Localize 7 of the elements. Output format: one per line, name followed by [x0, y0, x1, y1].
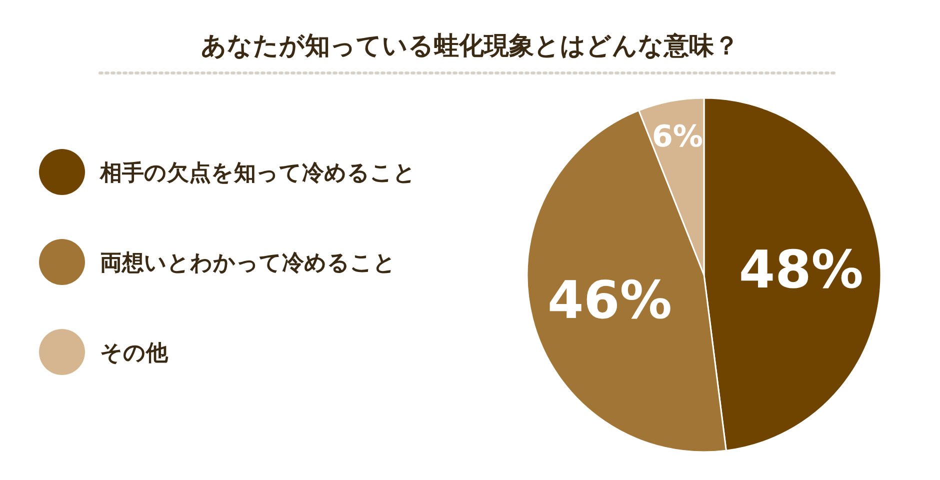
data-label: 46%: [547, 270, 672, 331]
data-label: 48%: [738, 240, 864, 301]
data-label: 6%: [652, 120, 703, 155]
legend-label: その他: [100, 341, 169, 366]
chart-title: あなたが知っている蛙化現象とはどんな意味？: [201, 31, 739, 60]
legend-label: 相手の欠点を知って冷めること: [99, 161, 416, 186]
legend-label: 両想いとわかって冷めること: [100, 251, 396, 276]
